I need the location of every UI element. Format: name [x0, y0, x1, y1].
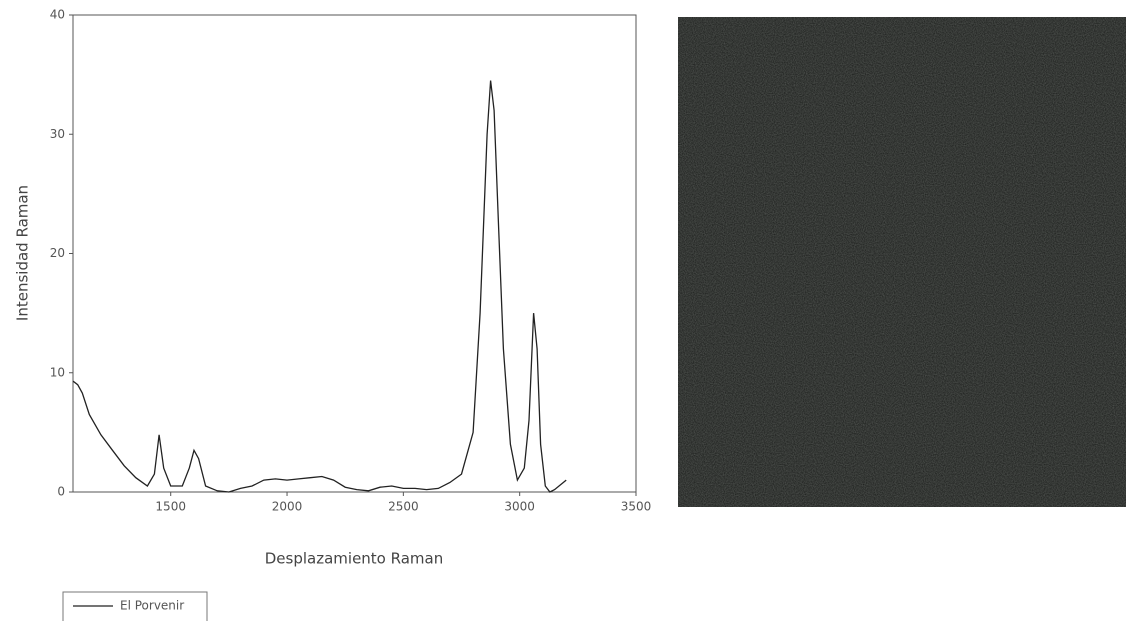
- x-tick-label: 3000: [504, 500, 535, 514]
- plot-frame: [72, 14, 637, 493]
- x-axis-title: Desplazamiento Raman: [265, 550, 443, 568]
- x-tick-label: 2000: [272, 500, 303, 514]
- y-axis-title: Intensidad Raman: [14, 185, 32, 321]
- image-texture: [678, 17, 1126, 507]
- y-tick-label: 10: [50, 365, 65, 379]
- series-line: [72, 80, 567, 493]
- legend-label: El Porvenir: [120, 599, 184, 613]
- y-tick-label: 40: [50, 8, 65, 22]
- x-tick-label: 2500: [388, 500, 419, 514]
- x-tick-label: 3500: [621, 500, 652, 514]
- y-tick-label: 0: [57, 485, 65, 499]
- y-tick-label: 20: [50, 246, 65, 260]
- y-tick-label: 30: [50, 127, 65, 141]
- x-tick-label: 1500: [155, 500, 186, 514]
